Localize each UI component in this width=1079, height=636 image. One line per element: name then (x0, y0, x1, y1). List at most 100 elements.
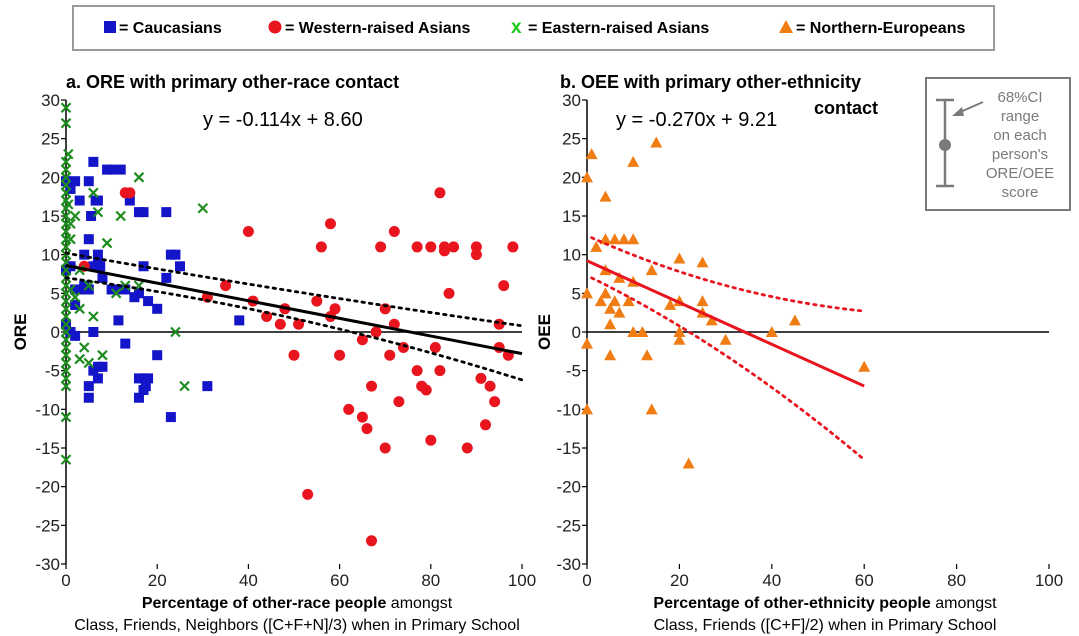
data-point-northern-european (581, 171, 593, 183)
data-point-northern-european (590, 240, 603, 252)
data-point-eastern-asian (88, 187, 99, 199)
legend: = Caucasians = Western-raised Asians x =… (72, 5, 995, 51)
data-point-eastern-asian (65, 284, 76, 295)
data-point-western-asian (489, 396, 501, 408)
data-point-eastern-asian (60, 303, 72, 315)
data-point-western-asian (384, 349, 396, 361)
data-point-caucasian (83, 392, 94, 403)
data-point-northern-european (594, 295, 607, 307)
data-point-caucasian (120, 284, 131, 295)
data-point-northern-european (682, 457, 695, 469)
data-point-eastern-asian (60, 411, 72, 423)
data-point-northern-european (627, 326, 640, 337)
data-point-caucasian (70, 176, 81, 187)
panel-b-y-tick-label: 25 (562, 130, 581, 149)
data-point-caucasian (115, 164, 126, 175)
data-point-eastern-asian (115, 210, 126, 222)
data-point-eastern-asian (65, 233, 76, 245)
panel-b-regression-line (586, 259, 865, 388)
data-point-western-asian (370, 326, 382, 338)
data-point-eastern-asian (60, 349, 72, 361)
data-point-eastern-asian (63, 148, 74, 160)
data-point-caucasian (124, 195, 135, 206)
data-point-eastern-asian (60, 357, 72, 369)
data-point-eastern-asian (88, 311, 99, 322)
data-point-eastern-asian (63, 199, 74, 210)
ci-inset-arrowhead (952, 107, 964, 116)
data-point-eastern-asian (74, 353, 85, 365)
panel-b-x-axis-label: Percentage of other-ethnicity people amo… (653, 595, 997, 612)
legend-label-caucasians: = Caucasians (119, 20, 222, 37)
panel-a-y-axis-label: ORE (11, 314, 30, 351)
data-point-caucasian (83, 176, 94, 187)
data-point-northern-european (599, 233, 612, 245)
ci-inset-text-3: on each (993, 127, 1046, 144)
data-point-western-asian (425, 241, 437, 253)
data-point-eastern-asian (60, 172, 72, 183)
data-point-eastern-asian (92, 206, 104, 218)
data-point-northern-european (650, 136, 663, 148)
panel-b-x-tick-label: 0 (582, 571, 591, 590)
data-point-northern-european (696, 295, 709, 307)
data-point-eastern-asian (83, 357, 95, 369)
data-point-eastern-asian (170, 326, 181, 338)
data-point-eastern-asian (60, 454, 72, 465)
ci-inset-text-5: ORE/OEE (986, 165, 1054, 182)
panel-a-x-tick-label: 60 (330, 571, 349, 590)
data-point-western-asian (261, 311, 273, 323)
data-point-western-asian (242, 225, 254, 237)
data-point-western-asian (324, 218, 336, 230)
data-point-western-asian (393, 396, 405, 408)
data-point-eastern-asian (97, 349, 108, 361)
data-point-caucasian (202, 381, 213, 392)
panel-a-ci-lower (64, 276, 524, 382)
data-point-eastern-asian (69, 210, 81, 222)
data-point-western-asian (274, 318, 286, 330)
data-point-western-asian (366, 535, 378, 547)
panel-a-x-tick-label: 20 (148, 571, 167, 590)
data-point-northern-european (617, 233, 630, 245)
panel-b-x-axis-label-line2: Class, Friends ([C+F]/2) when in Primary… (654, 617, 997, 634)
data-point-eastern-asian (60, 179, 72, 191)
legend-label-eastern-asians: = Eastern-raised Asians (528, 20, 709, 37)
data-point-western-asian (507, 241, 519, 253)
data-point-caucasian (175, 261, 185, 272)
panel-b-y-tick-label: 10 (562, 246, 581, 265)
data-point-western-asian (343, 403, 355, 415)
data-point-eastern-asian (133, 172, 145, 183)
panel-a-equation: y = -0.114x + 8.60 (203, 109, 363, 131)
data-point-northern-european (636, 326, 649, 337)
panel-b-x-tick-label: 40 (762, 571, 781, 590)
data-point-northern-european (599, 190, 612, 202)
panel-a-ci-upper (64, 251, 524, 328)
panel-a-y-tick-label: 30 (41, 91, 60, 110)
data-point-western-asian (438, 241, 450, 253)
data-point-eastern-asian (60, 156, 72, 168)
panel-b-y-tick-label: 20 (562, 168, 581, 187)
panel-b-ci-lower (590, 276, 866, 461)
panel-b-equation: y = -0.270x + 9.21 (616, 109, 777, 131)
data-point-caucasian (97, 361, 108, 372)
data-point-eastern-asian (69, 291, 81, 303)
data-point-eastern-asian (60, 117, 72, 129)
panel-b-x-tick-label: 60 (855, 571, 874, 590)
data-point-western-asian (293, 318, 305, 330)
data-point-northern-european (604, 349, 617, 361)
data-point-western-asian (484, 380, 496, 392)
panel-b-y-tick-label: -30 (556, 555, 581, 574)
panel-b-y-tick-label: -5 (566, 362, 581, 381)
data-point-caucasian (95, 261, 106, 272)
data-point-western-asian (461, 442, 473, 454)
data-point-northern-european (765, 326, 778, 337)
data-point-caucasian (86, 211, 97, 221)
data-point-caucasian (161, 207, 172, 218)
panel-b-y-tick-label: 0 (572, 323, 581, 342)
data-point-caucasian (161, 272, 172, 283)
chart-panel-b: b. OEE with primary other-ethnicity cont… (535, 72, 1063, 634)
data-point-western-asian (329, 303, 341, 315)
panel-a-y-tick-label: 5 (51, 284, 60, 303)
data-point-northern-european (585, 148, 598, 160)
data-point-caucasian (152, 303, 163, 314)
panel-a-x-tick-label: 40 (239, 571, 258, 590)
